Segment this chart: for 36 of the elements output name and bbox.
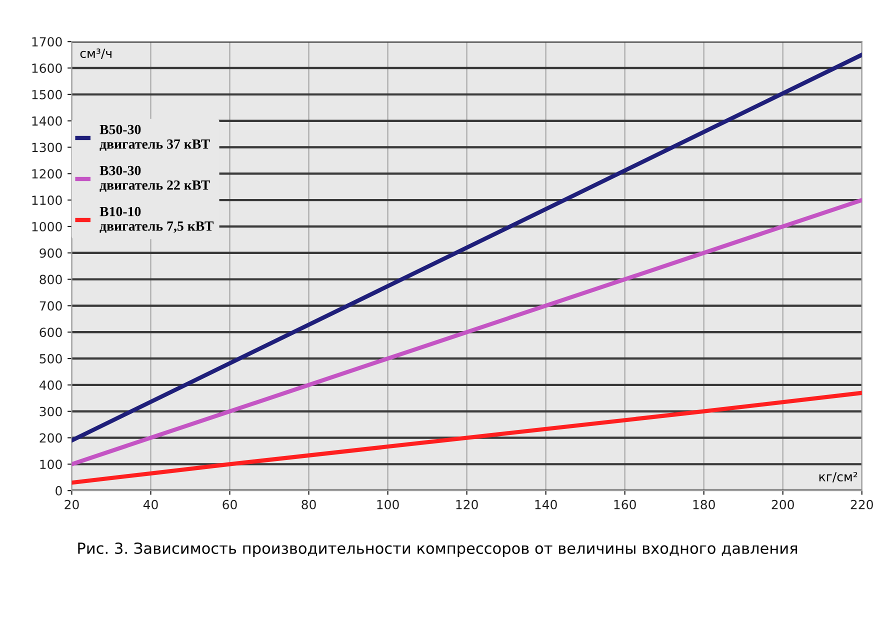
y-tick-label: 100: [40, 460, 62, 470]
x-tick-label: 140: [535, 500, 557, 510]
x-tick-label: 180: [693, 500, 715, 510]
x-tick-label: 200: [772, 500, 794, 510]
x-tick-label: 20: [64, 500, 79, 510]
legend-label: В10-10 двигатель 7,5 кВТ: [100, 206, 214, 234]
y-tick-label: 1300: [32, 142, 62, 152]
x-tick-label: 40: [143, 500, 158, 510]
y-tick-label: 1000: [32, 222, 62, 232]
x-tick-label: 100: [377, 500, 399, 510]
y-tick-label: 1700: [32, 37, 62, 47]
line-series: [72, 390, 862, 485]
y-tick-label: 1100: [32, 196, 62, 205]
x-tick-label: 80: [302, 500, 316, 510]
legend-label: В50-30 двигатель 37 кВТ: [100, 124, 210, 152]
y-tick-label: 700: [40, 301, 62, 311]
y-tick-label: 400: [39, 380, 62, 390]
text: Рис. 3. Зависимость производительности компрессоров от величины входного давления: [78, 542, 797, 557]
y-tick-label: 200: [40, 433, 62, 443]
y-tick-label: 1400: [32, 116, 62, 126]
y-tick-label: 800: [40, 274, 62, 284]
x-tick-label: 60: [222, 500, 237, 510]
y-tick-label: 0: [56, 486, 62, 496]
y-tick-label: 900: [40, 248, 62, 258]
y-tick-label: 600: [40, 328, 62, 338]
y-tick-label: 300: [40, 406, 62, 416]
y-tick-label: 1200: [32, 169, 62, 179]
y-axis-title: см³/ч: [80, 48, 112, 59]
legend-label: В30-30 двигатель 22 кВТ: [100, 166, 210, 192]
x-tick-label: 160: [614, 500, 636, 510]
y-tick-label: 1600: [32, 63, 62, 73]
y-tick-label: 500: [40, 354, 62, 364]
x-tick-label: 220: [850, 500, 873, 510]
x-tick-label: 120: [456, 500, 478, 510]
x-axis-title: кг/см²: [819, 472, 858, 482]
y-tick-label: 1500: [32, 90, 62, 100]
